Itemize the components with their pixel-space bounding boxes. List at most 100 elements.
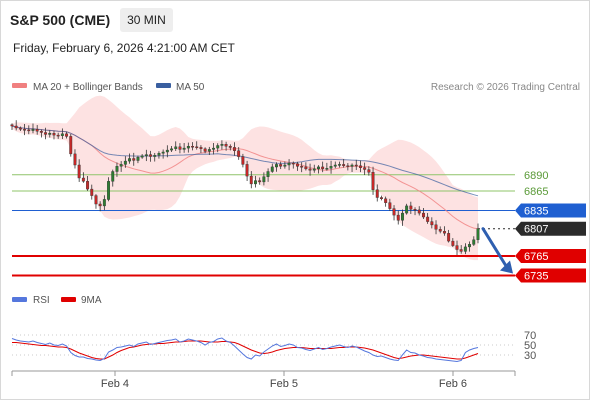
candle	[321, 161, 325, 173]
candle	[153, 152, 157, 162]
candle-body	[10, 124, 14, 127]
level-label-6890: 6890	[524, 170, 548, 182]
candle	[48, 130, 52, 138]
candle-body	[35, 129, 39, 132]
candle-body	[308, 168, 312, 171]
candle-body	[186, 145, 190, 149]
candle-body	[258, 180, 262, 183]
level-tag-bg-6807	[515, 221, 586, 236]
candle	[203, 147, 207, 154]
candle-body	[220, 143, 224, 146]
moving-averages	[11, 125, 479, 230]
forecast-arrow	[481, 227, 513, 274]
candle	[409, 201, 413, 214]
candle	[451, 238, 455, 247]
candle	[39, 129, 43, 138]
candle-body	[472, 239, 476, 245]
candle-body	[44, 132, 47, 135]
candle-body	[161, 151, 165, 154]
candle	[300, 162, 304, 173]
candle	[249, 171, 253, 189]
candle-body	[342, 164, 346, 166]
candle-body	[413, 208, 417, 211]
candle	[283, 161, 287, 169]
candle	[463, 243, 467, 255]
candle	[31, 123, 35, 134]
rsi-tick-30: 30	[524, 350, 536, 362]
candle	[186, 142, 190, 153]
candle	[77, 159, 81, 182]
candle	[107, 177, 111, 202]
copyright-text: Research © 2026 Trading Central	[431, 82, 580, 93]
candle-body	[434, 224, 438, 230]
candle-body	[178, 146, 182, 150]
candle	[69, 133, 73, 157]
candle	[35, 125, 39, 135]
timeframe-selector[interactable]: 30 MIN	[120, 8, 173, 32]
candle	[56, 132, 60, 139]
candle	[81, 172, 85, 183]
candle-body	[249, 175, 253, 185]
candle	[191, 142, 195, 151]
bollinger-band-fill	[12, 95, 478, 261]
candle-body	[140, 155, 144, 158]
chart-datetime: Friday, February 6, 2026 4:21:00 AM CET	[13, 41, 235, 55]
candle-body	[216, 145, 220, 149]
candle	[115, 162, 119, 177]
candle-body	[191, 145, 195, 148]
candle-body	[69, 136, 73, 155]
candle	[443, 226, 446, 236]
level-tag-6807: 6807	[515, 221, 586, 236]
candles	[10, 120, 480, 255]
candle	[128, 153, 132, 164]
candle-body	[380, 197, 383, 199]
candle-body	[422, 212, 425, 218]
candle-body	[31, 129, 35, 131]
level-label-6807: 6807	[524, 224, 548, 236]
candle	[342, 159, 346, 168]
candle	[170, 146, 174, 152]
candle-body	[237, 150, 241, 157]
level-tag-6735: 6735	[515, 268, 586, 283]
candle-body	[23, 129, 26, 131]
legend-swatch-ma20	[12, 83, 27, 88]
candle-body	[371, 171, 375, 190]
candle	[262, 172, 266, 186]
candle-body	[245, 164, 249, 177]
candle	[60, 128, 64, 140]
legend-swatch-9ma	[61, 297, 76, 302]
level-tag-bg-6835	[515, 203, 586, 218]
candle	[253, 175, 257, 188]
candle	[165, 145, 169, 158]
legend-swatch-rsi	[12, 297, 27, 302]
forecast-arrow-head	[500, 260, 513, 274]
candle-body	[359, 165, 362, 168]
candle	[346, 163, 350, 171]
candle	[102, 195, 106, 211]
candle-body	[207, 149, 211, 152]
candle	[94, 194, 98, 209]
candle	[90, 184, 94, 200]
candle	[216, 143, 220, 153]
candle	[245, 160, 249, 182]
candle-body	[392, 208, 396, 216]
candle-body	[56, 134, 60, 137]
candle-body	[367, 169, 371, 173]
candle	[27, 125, 31, 135]
candle-body	[270, 166, 274, 172]
candle	[212, 143, 216, 155]
candle-body	[333, 164, 337, 167]
candle	[195, 141, 199, 150]
candle	[338, 161, 341, 168]
candle	[279, 161, 283, 170]
candle	[422, 208, 425, 220]
candle-body	[111, 171, 115, 182]
candle	[350, 163, 354, 173]
candle-body	[170, 148, 174, 151]
candle	[317, 165, 320, 174]
candle	[270, 163, 274, 173]
candle-body	[199, 147, 203, 149]
candle-body	[86, 181, 90, 190]
candle	[149, 150, 153, 162]
candle-body	[144, 154, 148, 157]
